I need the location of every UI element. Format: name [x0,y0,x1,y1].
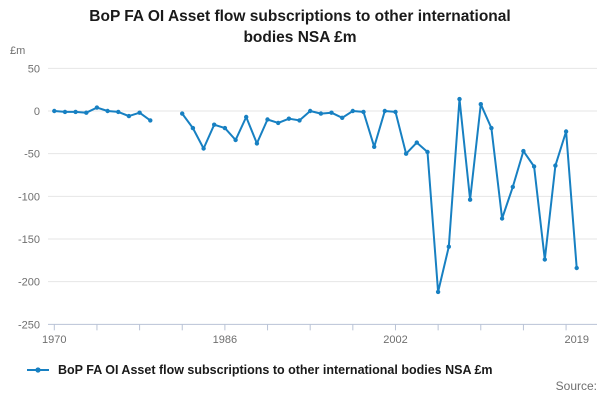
data-point [372,144,377,149]
data-point [137,110,142,115]
source-label: Source: [555,379,597,393]
data-point [467,197,473,202]
x-axis-tick-label: 1970 [42,334,66,346]
data-point [403,151,409,156]
data-point [329,110,334,115]
data-point [73,109,78,115]
series-line [53,98,578,293]
data-point [286,116,292,121]
data-point [361,109,366,115]
y-axis-tick-label: -50 [24,149,40,161]
data-point [414,140,419,145]
x-axis-tick-label: 1986 [213,334,237,346]
data-point [105,108,110,114]
data-point [297,118,302,123]
data-point [574,265,579,271]
data-point [94,105,100,110]
data-point [553,163,558,168]
x-axis-tick-label: 2002 [383,334,407,346]
data-point [318,111,324,116]
data-point [222,125,228,131]
data-point [276,120,281,126]
data-point [521,148,526,154]
data-point [265,117,270,122]
chart-title: BoP FA OI Asset flow subscriptions to ot… [89,8,511,46]
data-point [425,149,430,155]
data-point [84,110,89,115]
data-point [489,125,494,131]
data-point [233,137,238,143]
data-point [435,289,441,295]
data-point [457,96,462,102]
legend-line-marker-icon [27,367,49,373]
data-point [116,109,121,115]
data-point [244,114,249,120]
data-point [382,108,387,114]
data-point [180,111,185,116]
data-point [542,257,547,262]
legend-label: BoP FA OI Asset flow subscriptions to ot… [58,363,493,377]
data-point [563,129,569,134]
data-point [308,108,313,114]
x-axis-tick-label: 2019 [564,334,588,346]
y-axis-tick-label: 50 [28,63,40,75]
data-point [446,244,451,249]
data-point [52,108,57,114]
data-point [212,122,217,127]
legend-item[interactable]: BoP FA OI Asset flow subscriptions to ot… [26,363,493,377]
y-axis-unit-label: £m [10,45,26,57]
data-point [201,146,206,151]
data-point [126,113,132,119]
data-point [340,115,345,121]
data-point [350,108,355,114]
y-axis-tick-label: 0 [34,106,40,118]
y-axis-tick-label: -100 [18,191,40,203]
data-point [510,184,515,190]
data-point [478,102,483,107]
data-point [393,109,398,115]
data-point [254,141,260,146]
y-axis-tick-label: -200 [18,277,40,289]
data-point [190,125,196,131]
data-point [531,164,537,169]
y-axis-tick-label: -150 [18,234,40,246]
y-axis-tick-label: -250 [18,319,40,331]
data-point [499,216,505,221]
data-point [62,109,68,115]
data-point [148,118,153,123]
